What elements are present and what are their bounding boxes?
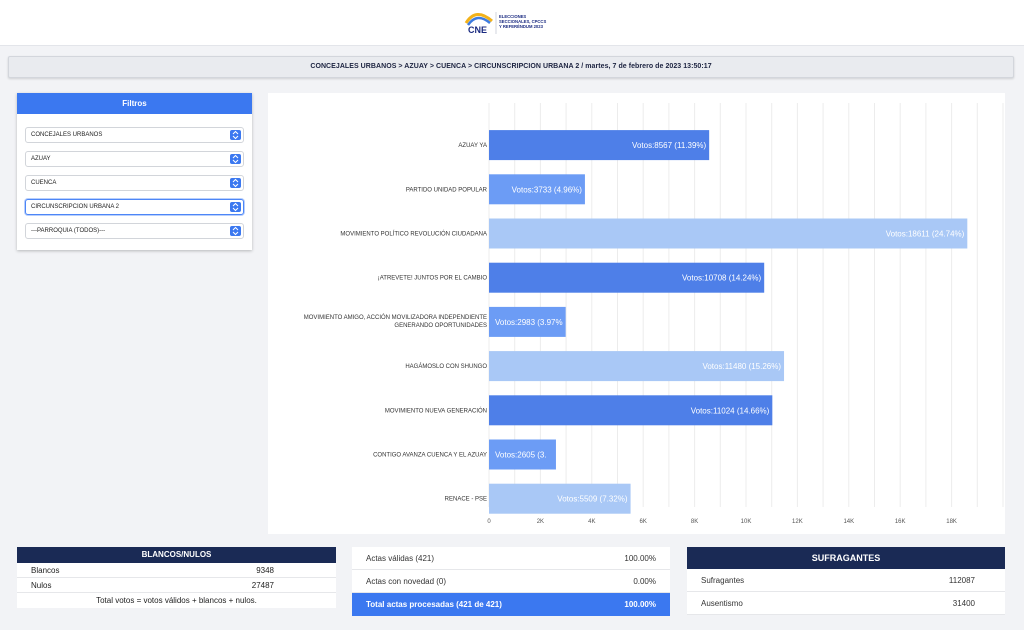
- table-row: Actas con novedad (0) 0.00%: [352, 570, 670, 593]
- bar-category-label: GENERANDO OPORTUNIDADES: [394, 323, 487, 329]
- bar-category-label: MOVIMIENTO NUEVA GENERACIÓN: [385, 407, 487, 414]
- bar-value-label: Votos:3733 (4.96%): [512, 185, 583, 194]
- bar: [489, 439, 556, 470]
- bar-category-label: RENACE - PSE: [445, 497, 487, 503]
- row-value: 0.00%: [633, 577, 656, 586]
- bar-value-label: Votos:8567 (11.39%): [632, 141, 706, 150]
- votes-chart-panel: 0 2K 4K 6K 8K 10K 12K 14K 16K 18K AZUAY YA Votos:85…: [268, 93, 1005, 534]
- blancos-nulos-card: BLANCOS/NULOS Blancos 9348 Nulos 27487 T…: [17, 547, 336, 608]
- breadcrumb-text: CONCEJALES URBANOS > AZUAY > CUENCA > CI…: [310, 63, 712, 70]
- select-dignidad[interactable]: CONCEJALES URBANOS: [25, 127, 244, 143]
- row-value: 9348: [256, 566, 274, 575]
- select-parroquia[interactable]: ---PARROQUIA (TODOS)---: [25, 223, 244, 239]
- x-tick-label: 14K: [843, 519, 854, 525]
- bar: [489, 130, 710, 161]
- row-label: Actas con novedad (0): [366, 577, 447, 586]
- x-tick-label: 10K: [741, 519, 752, 525]
- select-arrows-icon[interactable]: [230, 154, 241, 164]
- x-tick-label: 4K: [588, 519, 595, 525]
- bar-category-label: MOVIMIENTO POLÍTICO REVOLUCIÓN CIUDADANA: [340, 231, 487, 238]
- bar: [489, 395, 773, 426]
- row-label: Nulos: [31, 581, 52, 590]
- blancos-nulos-title: BLANCOS/NULOS: [17, 547, 336, 563]
- sufragantes-card: SUFRAGANTES Sufragantes 112087 Ausentism…: [687, 547, 1005, 615]
- x-tick-label: 0: [487, 519, 491, 525]
- row-label: Sufragantes: [701, 576, 745, 585]
- table-row: Ausentismo 31400: [687, 592, 1005, 615]
- votes-bar-chart: 0 2K 4K 6K 8K 10K 12K 14K 16K 18K AZUAY YA Votos:85…: [304, 103, 1004, 525]
- select-arrows-icon[interactable]: [230, 178, 241, 188]
- bar-category-label: HAGÁMOSLO CON SHUNGO: [405, 363, 487, 370]
- row-label: Blancos: [31, 566, 60, 575]
- x-tick-label: 2K: [537, 519, 544, 525]
- filters-panel: Filtros CONCEJALES URBANOS AZUAY CUENCA …: [17, 93, 252, 250]
- row-value: 31400: [952, 599, 975, 608]
- select-dignidad-value: CONCEJALES URBANOS: [31, 132, 103, 138]
- table-row: Actas válidas (421) 100.00%: [352, 547, 670, 570]
- bar: [489, 262, 765, 293]
- select-provincia-value: AZUAY: [31, 156, 51, 162]
- select-parroquia-value: ---PARROQUIA (TODOS)---: [31, 228, 106, 234]
- bar-category-label: AZUAY YA: [458, 143, 487, 149]
- bar: [489, 218, 968, 249]
- sufragantes-title: SUFRAGANTES: [687, 547, 1005, 569]
- bar-category-label: MOVIMIENTO AMIGO, ACCIÓN MOVILIZADORA IN…: [304, 314, 487, 321]
- bar-value-label: Votos:2983 (3.97%: [495, 318, 563, 327]
- select-provincia[interactable]: AZUAY: [25, 151, 244, 167]
- bar-category-label: PARTIDO UNIDAD POPULAR: [406, 187, 488, 193]
- bar-category-label: ¡ATREVETE! JUNTOS POR EL CAMBIO: [378, 276, 488, 282]
- select-canton-value: CUENCA: [31, 180, 57, 186]
- row-label: Actas válidas (421): [366, 554, 435, 563]
- svg-text:CNE: CNE: [468, 25, 487, 35]
- svg-text:ELECCIONES: ELECCIONES: [499, 14, 526, 19]
- select-arrows-icon[interactable]: [230, 202, 241, 212]
- bar: [489, 306, 566, 337]
- row-value: 27487: [251, 581, 274, 590]
- row-value: 100.00%: [624, 600, 656, 609]
- total-actas-row: Total actas procesadas (421 de 421) 100.…: [352, 593, 670, 616]
- x-tick-label: 8K: [691, 519, 698, 525]
- x-tick-label: 18K: [946, 519, 957, 525]
- bar-value-label: Votos:2605 (3.: [495, 451, 547, 460]
- bar-value-label: Votos:5509 (7.32%): [557, 495, 628, 504]
- filters-title: Filtros: [17, 93, 252, 114]
- top-bar: CNE ELECCIONES SECCIONALES, CPCCS Y REFE…: [0, 0, 1024, 46]
- svg-text:Y REFERÉNDUM 2023: Y REFERÉNDUM 2023: [499, 24, 544, 29]
- bar: [489, 351, 785, 382]
- breadcrumb: CONCEJALES URBANOS > AZUAY > CUENCA > CI…: [8, 56, 1014, 78]
- select-arrows-icon[interactable]: [230, 130, 241, 140]
- bar-value-label: Votos:11024 (14.66%): [691, 406, 770, 415]
- svg-text:SECCIONALES, CPCCS: SECCIONALES, CPCCS: [499, 19, 546, 24]
- row-value: 112087: [948, 576, 975, 585]
- row-value: 100.00%: [624, 554, 656, 563]
- x-tick-label: 16K: [895, 519, 906, 525]
- actas-card: Actas válidas (421) 100.00% Actas con no…: [352, 547, 670, 616]
- cne-logo[interactable]: CNE ELECCIONES SECCIONALES, CPCCS Y REFE…: [462, 9, 558, 37]
- bar: [489, 483, 631, 514]
- bar-value-label: Votos:10708 (14.24%): [682, 274, 762, 283]
- select-arrows-icon[interactable]: [230, 226, 241, 236]
- table-row: Blancos 9348: [17, 563, 336, 578]
- x-tick-label: 6K: [640, 519, 647, 525]
- select-circunscripcion-value: CIRCUNSCRIPCION URBANA 2: [31, 204, 120, 210]
- bar-category-label: CONTIGO AVANZA CUENCA Y EL AZUAY: [373, 453, 487, 459]
- x-tick-label: 12K: [792, 519, 803, 525]
- bar-value-label: Votos:18611 (24.74%): [886, 230, 965, 239]
- select-canton[interactable]: CUENCA: [25, 175, 244, 191]
- row-label: Total actas procesadas (421 de 421): [366, 600, 502, 609]
- row-label: Ausentismo: [701, 599, 743, 608]
- bar-value-label: Votos:11480 (15.26%): [702, 362, 781, 371]
- total-votes-note: Total votos = votos válidos + blancos + …: [96, 596, 257, 605]
- bar: [489, 174, 585, 205]
- table-row: Sufragantes 112087: [687, 569, 1005, 592]
- table-row: Nulos 27487: [17, 578, 336, 593]
- select-circunscripcion[interactable]: CIRCUNSCRIPCION URBANA 2: [25, 199, 244, 215]
